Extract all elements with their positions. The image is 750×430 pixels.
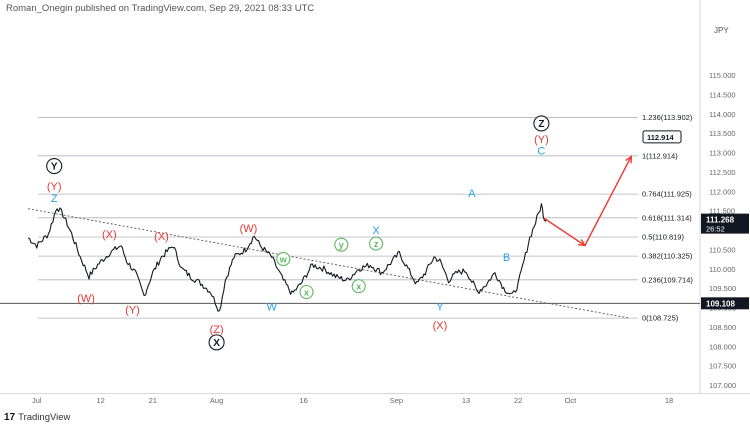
target-price-box (642, 130, 682, 144)
wave-label: (Y) (534, 134, 549, 146)
wave-label: w (279, 255, 288, 265)
x-tick-label: 12 (96, 396, 104, 405)
projection-arrowhead (625, 154, 633, 164)
wave-label-circle (208, 334, 225, 351)
y-tick-label: 108.000 (709, 342, 736, 351)
x-tick-label: 16 (299, 396, 307, 405)
wave-label: (X) (154, 231, 169, 243)
fib-level-label: 0.5(110.819) (642, 233, 684, 242)
wave-label: C (537, 146, 545, 158)
y-tick-label: 114.000 (709, 110, 736, 119)
wave-label: (X) (433, 320, 448, 332)
fib-level-label: 0(108.725) (642, 314, 679, 323)
target-price-label: 112.914 (647, 133, 675, 142)
price-tag-box (701, 297, 749, 310)
price-tag-label: 111.268 (706, 216, 735, 225)
wave-label: (X) (102, 229, 117, 241)
wave-label-circle (46, 158, 63, 175)
wave-label: x (356, 282, 361, 292)
y-tick-label: 113.500 (709, 129, 736, 138)
fib-level-label: 1(112.914) (642, 151, 678, 160)
price-tag-label: 109.108 (706, 299, 735, 308)
fib-level-label: 0.764(111.925) (642, 190, 692, 199)
wave-label-circle (334, 237, 349, 252)
x-tick-label: 13 (462, 396, 470, 405)
projection-leg (543, 217, 586, 247)
fib-level-label: 0.236(109.714) (642, 275, 693, 284)
wave-label: (Z) (210, 324, 224, 336)
wave-label: (W) (240, 223, 258, 235)
wave-label: Z (538, 119, 544, 130)
y-tick-label: 110.000 (709, 265, 736, 274)
y-tick-label: 115.000 (709, 71, 736, 80)
x-tick-label: 18 (665, 396, 673, 405)
fib-level-label: 0.618(111.314) (642, 213, 692, 222)
x-tick-label: 21 (149, 396, 157, 405)
wave-label-circle (299, 284, 314, 300)
y-tick-label: 109.500 (709, 284, 736, 293)
y-tick-label: 113.000 (709, 149, 736, 158)
wave-label: X (372, 225, 380, 237)
wave-label-circle (369, 236, 384, 251)
fib-level-label: 0.382(110.325) (642, 252, 693, 261)
wave-label: A (468, 188, 476, 200)
wave-label: z (374, 239, 379, 249)
wave-label-circle (276, 252, 291, 267)
wave-label: (W) (77, 293, 95, 305)
wave-label: (Y) (125, 304, 140, 316)
y-tick-label: 107.500 (709, 362, 736, 371)
y-tick-label: 107.000 (709, 381, 736, 390)
wave-label: Y (51, 162, 58, 173)
price-tag-countdown: 26:52 (706, 225, 725, 234)
y-tick-label: 114.500 (709, 90, 736, 99)
wave-label: x (304, 288, 309, 298)
wave-label: Y (436, 302, 444, 314)
wave-label: Z (51, 193, 58, 205)
dotted-trendline (28, 208, 629, 319)
wave-label-circle (533, 115, 550, 132)
projection-leg (584, 156, 632, 246)
wave-label: X (213, 338, 220, 349)
y-tick-label: 108.500 (709, 323, 736, 332)
tradingview-logo-icon: 17 (4, 412, 16, 423)
price-series-line (27, 203, 548, 312)
price-tag-box (701, 213, 749, 234)
brand-name: TradingView (18, 412, 71, 423)
fib-level-label: 1.236(113.902) (642, 113, 693, 122)
footer-brand: 17 TradingView (4, 412, 70, 423)
x-tick-label: Sep (390, 396, 403, 405)
y-tick-label: 111.500 (709, 207, 735, 216)
x-tick-label: 22 (514, 396, 522, 405)
x-tick-label: Aug (210, 396, 223, 405)
x-tick-label: Jul (32, 396, 42, 405)
y-tick-label: 110.500 (709, 245, 736, 254)
wave-label: W (267, 302, 278, 314)
wave-label: B (503, 252, 510, 264)
y-tick-label: 112.000 (709, 187, 736, 196)
x-tick-label: Oct (565, 396, 578, 405)
currency-label: JPY (714, 26, 729, 35)
wave-label: (Y) (47, 181, 62, 193)
wave-label: y (339, 240, 344, 250)
y-tick-label: 112.500 (709, 168, 736, 177)
wave-label-circle (351, 279, 366, 294)
publisher-header: Roman_Onegin published on TradingView.co… (6, 3, 315, 14)
